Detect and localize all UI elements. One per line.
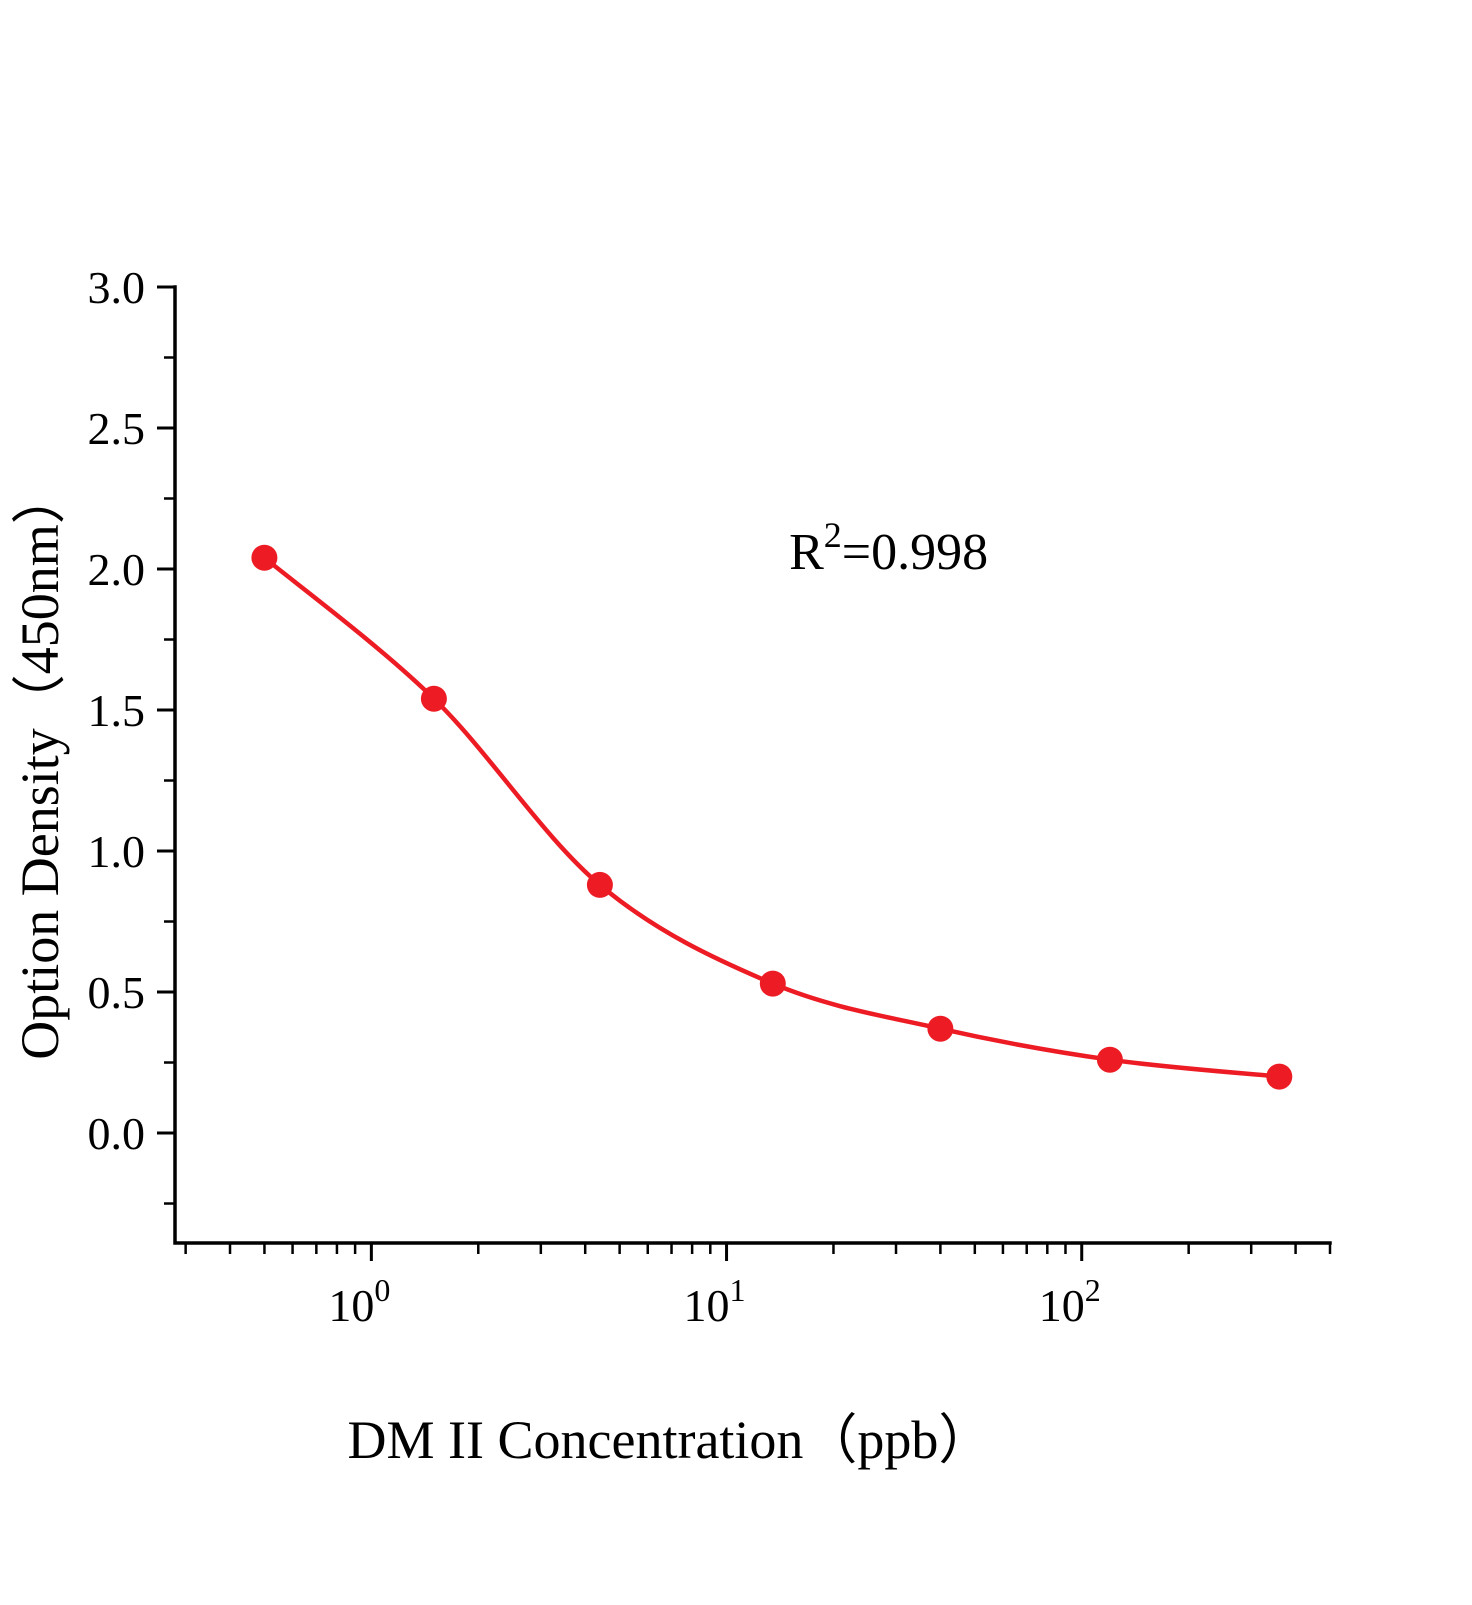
x-tick-label: 102	[1039, 1272, 1101, 1331]
data-point	[420, 685, 447, 712]
x-tick-label: 100	[328, 1272, 390, 1331]
y-tick-label: 1.0	[88, 826, 146, 877]
y-tick-label: 1.5	[88, 685, 146, 736]
data-point	[586, 871, 613, 898]
axes	[173, 285, 1332, 1245]
y-tick-label: 2.5	[88, 403, 146, 454]
y-tick-label: 0.5	[88, 967, 146, 1018]
y-tick-label: 0.0	[88, 1108, 146, 1159]
r-squared-annotation: R2=0.998	[789, 515, 988, 581]
fit-curve	[262, 555, 1282, 1079]
x-axis-label: DM II Concentration（ppb）	[348, 1410, 993, 1470]
data-point	[927, 1015, 954, 1042]
y-tick-label: 2.0	[88, 544, 146, 595]
data-point	[1096, 1046, 1123, 1073]
y-axis-label: Option Density（450nm）	[10, 470, 70, 1060]
y-tick-label: 3.0	[88, 262, 146, 313]
data-point	[1266, 1063, 1293, 1090]
x-tick-label: 101	[684, 1272, 746, 1331]
data-point	[251, 544, 278, 571]
data-point	[759, 970, 786, 997]
